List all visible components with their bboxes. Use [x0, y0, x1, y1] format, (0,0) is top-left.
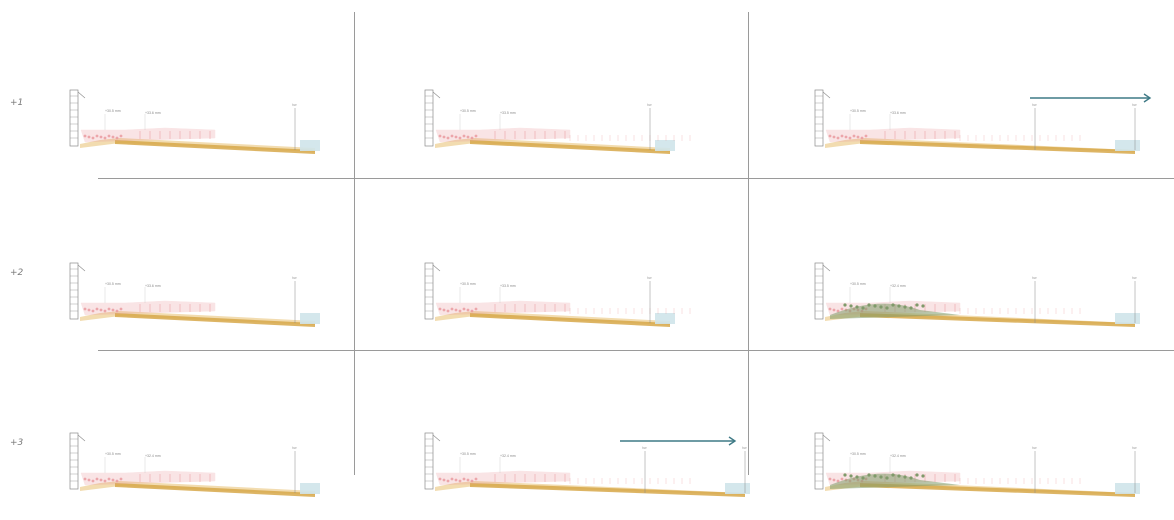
promenade-zone [80, 470, 216, 486]
sea [300, 140, 320, 151]
building-section [424, 262, 441, 320]
building-section [69, 262, 86, 320]
level-label: +30.5 mm [850, 109, 866, 113]
building-section [69, 89, 86, 147]
svg-text:hw: hw [1132, 276, 1137, 280]
level-label: +30.5 mm [850, 452, 866, 456]
scenario-panel: +30.5 mm +32.4 mm hw hw [400, 355, 750, 520]
sea [300, 483, 320, 494]
beach-ground [825, 138, 1135, 154]
high-water-marker: hw [292, 103, 297, 150]
svg-text:hw: hw [642, 446, 647, 450]
building-section [814, 262, 831, 320]
section-drawing: +30.5 mm +32.4 mm hw hw [424, 432, 750, 497]
building-section [424, 432, 441, 490]
svg-text:hw: hw [292, 446, 297, 450]
high-water-marker: hw [292, 276, 297, 323]
level-label: +33.5 mm [500, 111, 516, 115]
svg-text:hw: hw [1132, 103, 1137, 107]
scenario-panel: +30.5 mm +33.5 mm hw [400, 185, 750, 350]
scenario-panel: +30.5 mm +33.6 mm hw [45, 185, 395, 350]
level-label: +30.5 mm [460, 282, 476, 286]
sea [1115, 483, 1140, 494]
level-label: +32.4 mm [145, 454, 161, 458]
section-drawing: +30.5 mm +32.4 mm hw hw [814, 432, 1140, 497]
grid-divider-vertical-2 [748, 12, 749, 475]
svg-text:hw: hw [742, 446, 747, 450]
building-section [424, 89, 441, 147]
level-label: +33.6 mm [145, 284, 161, 288]
level-label: +33.6 mm [145, 111, 161, 115]
section-drawing: +30.5 mm +33.5 mm hw [424, 262, 691, 327]
promenade-zone [80, 300, 216, 316]
promenade-zone [435, 300, 691, 316]
grid-divider-vertical-1 [354, 12, 355, 475]
grid-divider-horizontal-1 [98, 178, 1174, 179]
svg-text:hw: hw [1032, 446, 1037, 450]
level-label: +30.5 mm [105, 282, 121, 286]
scenario-panel: +30.5 mm +32.4 mm hw hw [790, 355, 1140, 520]
scenario-panel: +30.5 mm +33.5 mm hw [400, 12, 750, 177]
level-label: +33.6 mm [890, 111, 906, 115]
scenario-panel: +30.5 mm +32.4 mm hw [45, 355, 395, 520]
level-label: +32.4 mm [890, 284, 906, 288]
sea [725, 483, 750, 494]
svg-text:hw: hw [1132, 446, 1137, 450]
building-section [814, 432, 831, 490]
extension-arrow [1030, 93, 1152, 103]
section-drawing: +30.5 mm +33.6 mm hw [69, 89, 320, 154]
high-water-marker: hw [647, 103, 652, 150]
scenario-panel: +30.5 mm +33.6 mm hw hw [790, 12, 1152, 177]
high-water-marker: hw [292, 446, 297, 493]
scenario-panel: +30.5 mm +33.6 mm hw [45, 12, 395, 177]
promenade-zone [435, 470, 691, 486]
sea [655, 313, 675, 324]
grid-divider-horizontal-2 [98, 350, 1174, 351]
level-label: +30.5 mm [460, 452, 476, 456]
beach-ground [435, 311, 670, 327]
beach-ground [80, 311, 315, 327]
building-section [69, 432, 86, 490]
section-drawing: +30.5 mm +32.4 mm hw [69, 432, 320, 497]
section-drawing: +30.5 mm +33.6 mm hw hw [814, 89, 1152, 154]
svg-text:hw: hw [292, 276, 297, 280]
level-label: +32.4 mm [890, 454, 906, 458]
scenario-grid: +1 +30.5 mm +33.6 mm hw +30.5 mm +33.5 mm hw +3… [10, 12, 1174, 497]
beach-ground [80, 138, 315, 154]
section-drawing: +30.5 mm +33.5 mm hw [424, 89, 691, 154]
promenade-zone [825, 127, 1081, 143]
high-water-marker: hw hw [1032, 103, 1137, 150]
svg-text:hw: hw [647, 103, 652, 107]
promenade-zone [80, 127, 216, 143]
beach-ground [435, 138, 670, 154]
level-label: +32.4 mm [500, 454, 516, 458]
promenade-zone [435, 127, 691, 143]
sea [1115, 140, 1140, 151]
scenario-panel: +30.5 mm +32.4 mm hw hw [790, 185, 1140, 350]
high-water-marker: hw hw [1032, 276, 1137, 323]
high-water-marker: hw [647, 276, 652, 323]
svg-text:hw: hw [292, 103, 297, 107]
section-drawing: +30.5 mm +33.6 mm hw [69, 262, 320, 327]
level-label: +30.5 mm [105, 109, 121, 113]
row-label: +2 [10, 268, 24, 278]
sea [1115, 313, 1140, 324]
svg-text:hw: hw [647, 276, 652, 280]
row-label: +1 [10, 98, 24, 108]
level-label: +30.5 mm [850, 282, 866, 286]
level-label: +30.5 mm [460, 109, 476, 113]
level-label: +33.5 mm [500, 284, 516, 288]
row-label: +3 [10, 438, 24, 448]
dune-vegetation [830, 303, 960, 319]
section-drawing: +30.5 mm +32.4 mm hw hw [814, 262, 1140, 327]
extension-arrow [620, 436, 737, 446]
sea [300, 313, 320, 324]
building-section [814, 89, 831, 147]
sea [655, 140, 675, 151]
svg-text:hw: hw [1032, 276, 1037, 280]
svg-text:hw: hw [1032, 103, 1037, 107]
level-label: +30.5 mm [105, 452, 121, 456]
